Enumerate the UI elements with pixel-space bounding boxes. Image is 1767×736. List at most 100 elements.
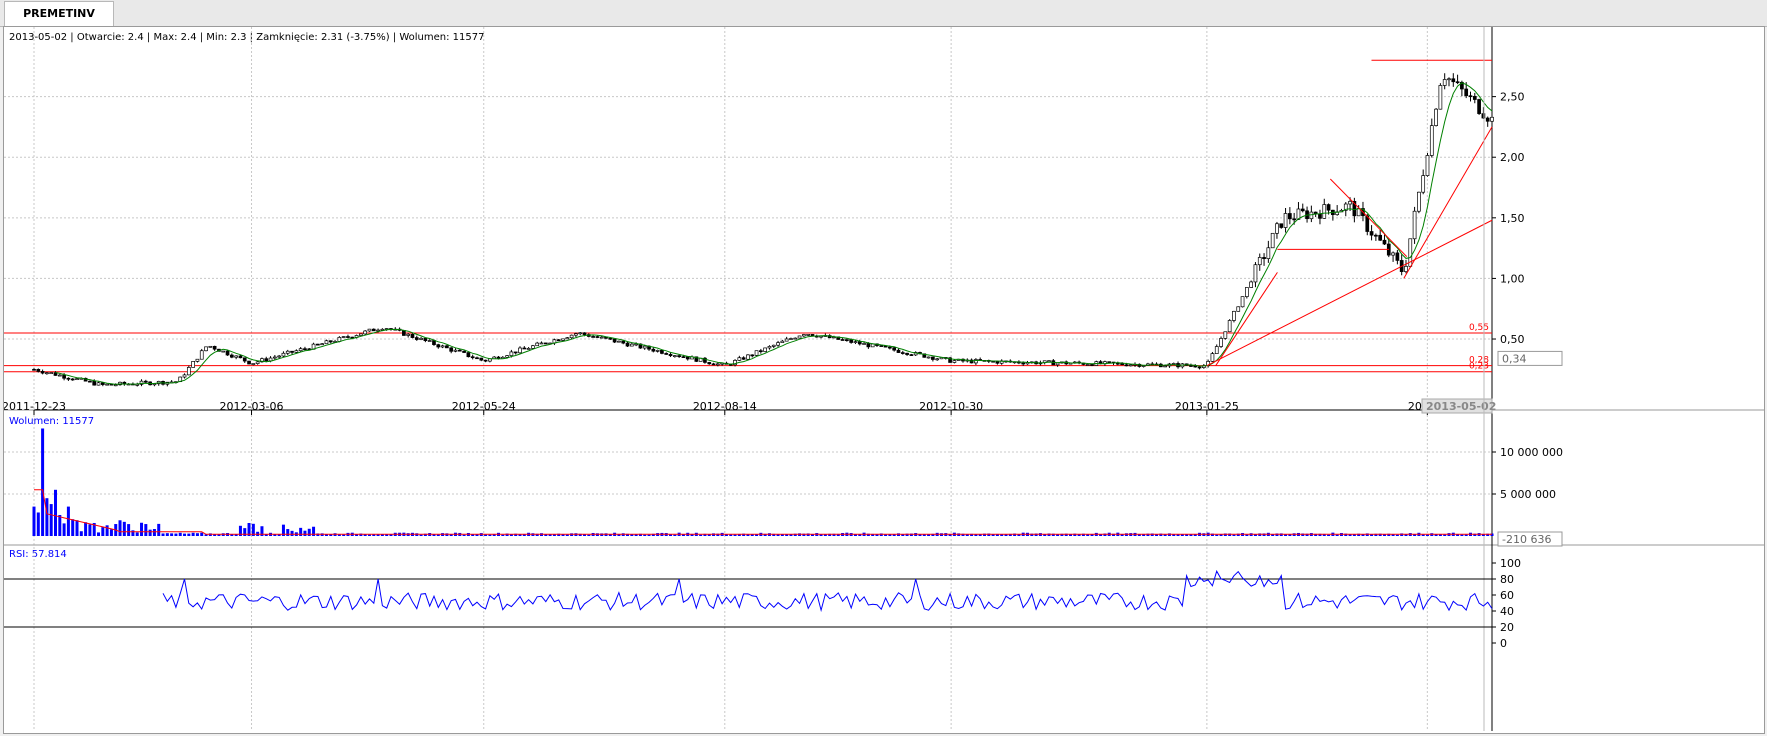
candle-body — [1300, 208, 1305, 212]
candle-body — [457, 349, 462, 352]
candle-body — [862, 343, 866, 345]
volume-bar — [802, 533, 806, 536]
volume-bar — [140, 522, 144, 536]
volume-bar — [888, 534, 892, 536]
x-tick-label: 2012-10-30 — [919, 400, 983, 413]
volume-bar — [1460, 534, 1464, 536]
candle-body — [707, 362, 712, 365]
candle-body — [359, 333, 363, 336]
volume-bar — [699, 534, 703, 536]
candle-body — [651, 348, 656, 352]
volume-average-line — [34, 489, 1492, 535]
candle-body — [1223, 331, 1228, 339]
volume-bar — [419, 534, 423, 536]
candle-body — [1266, 247, 1271, 259]
volume-bar — [1318, 533, 1322, 536]
candle-body — [298, 348, 303, 352]
volume-bar — [367, 534, 371, 536]
candle-body — [1477, 99, 1481, 114]
level-label: 0,55 — [1469, 323, 1489, 333]
candle-body — [767, 346, 772, 349]
volume-bar — [277, 534, 281, 536]
volume-bar — [105, 525, 109, 536]
candle-body — [1447, 78, 1451, 81]
volume-bar — [471, 534, 475, 536]
candle-body — [543, 342, 548, 345]
rsi-y-tick-label: 80 — [1500, 573, 1514, 586]
candle-body — [1124, 364, 1129, 367]
volume-bar — [1073, 533, 1077, 536]
candle-body — [316, 343, 320, 346]
candle-body — [229, 354, 234, 358]
candle-body — [255, 361, 260, 364]
candle-body — [591, 336, 595, 338]
candle-body — [1391, 252, 1395, 256]
price-y-tick-label: 1,50 — [1500, 212, 1525, 225]
tab-bar: PREMETINV — [0, 0, 1767, 27]
volume-bar — [1189, 534, 1193, 536]
volume-bar — [260, 526, 264, 536]
candle-body — [569, 334, 574, 339]
volume-bar — [1434, 534, 1438, 536]
volume-bar — [1481, 533, 1485, 536]
candle-body — [1128, 364, 1133, 367]
candle-body — [1352, 200, 1357, 217]
candle-body — [1275, 223, 1279, 234]
rsi-y-tick-label: 0 — [1500, 637, 1507, 650]
volume-bar — [389, 534, 393, 536]
volume-bar — [853, 533, 857, 536]
volume-bar — [509, 534, 513, 536]
volume-bar — [1387, 533, 1391, 536]
volume-bar — [217, 534, 221, 536]
volume-bar — [79, 531, 83, 536]
candle-body — [423, 337, 428, 342]
candle-body — [505, 355, 509, 358]
volume-bar — [634, 534, 638, 536]
volume-bar — [1000, 534, 1004, 536]
candle-body — [784, 338, 789, 342]
volume-bar — [32, 506, 36, 536]
rsi-y-tick-label: 20 — [1500, 621, 1514, 634]
candle-body — [1055, 362, 1060, 366]
candle-body — [561, 338, 565, 341]
candle-body — [483, 359, 488, 362]
volume-bar — [514, 533, 518, 536]
volume-bar — [518, 534, 522, 536]
volume-bar — [165, 533, 169, 536]
candle-body — [496, 356, 501, 359]
chart-panel[interactable]: 2013-05-02 | Otwarcie: 2.4 | Max: 2.4 | … — [3, 26, 1765, 734]
volume-bar — [157, 523, 161, 536]
volume-bar — [1374, 533, 1378, 536]
volume-bar — [742, 533, 746, 536]
candle-body — [896, 349, 901, 353]
price-value-box-label: 0,34 — [1502, 352, 1527, 365]
volume-bar — [1232, 534, 1236, 536]
candle-body — [264, 358, 269, 362]
candle-body — [1434, 108, 1438, 126]
volume-bar — [733, 534, 737, 536]
volume-bar — [1081, 533, 1085, 536]
volume-bar — [230, 534, 234, 536]
chart-canvas[interactable]: 2013-05-02 | Otwarcie: 2.4 | Max: 2.4 | … — [4, 27, 1764, 733]
candle-body — [1090, 364, 1094, 366]
candle-body — [1270, 232, 1275, 249]
volume-bar — [71, 519, 75, 536]
candle-body — [1236, 306, 1241, 312]
candle-body — [793, 337, 798, 340]
volume-bar — [703, 533, 707, 536]
volume-bar — [273, 534, 277, 536]
candle-body — [935, 358, 940, 361]
candle-body — [100, 382, 105, 385]
candle-body — [324, 340, 329, 345]
volume-bar — [1064, 533, 1068, 536]
volume-bar — [127, 524, 131, 536]
candle-body — [462, 350, 466, 353]
candle-body — [853, 341, 858, 343]
volume-bar — [669, 534, 673, 536]
candle-body — [402, 330, 406, 336]
candle-body — [797, 335, 802, 339]
tab-premetinv[interactable]: PREMETINV — [4, 1, 114, 26]
volume-bar — [552, 534, 556, 536]
volume-bar — [1327, 534, 1331, 536]
candle-body — [1412, 210, 1417, 240]
